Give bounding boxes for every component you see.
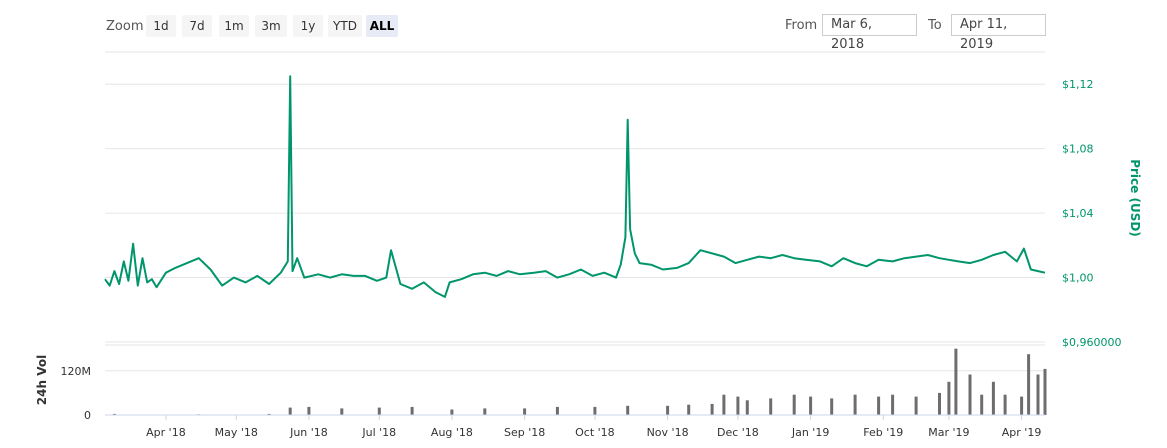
volume-bar xyxy=(809,396,813,415)
zoom-button-all[interactable]: ALL xyxy=(366,15,398,37)
to-label: To xyxy=(928,18,942,33)
volume-bar xyxy=(555,406,559,415)
x-tick-label: May '18 xyxy=(215,426,258,439)
volume-bar xyxy=(853,394,857,415)
volume-axis-title: 24h Vol xyxy=(35,355,49,405)
price-tick-label: $1,00 xyxy=(1062,272,1094,285)
x-tick-label: Jun '18 xyxy=(289,426,328,439)
price-tick-label: $1,04 xyxy=(1062,207,1094,220)
volume-axis: 0 120M xyxy=(61,365,92,422)
volume-tick-label: 0 xyxy=(84,409,91,422)
volume-bar xyxy=(710,403,714,415)
volume-bar xyxy=(914,396,918,415)
to-date-input[interactable]: Apr 11, 2019 xyxy=(951,14,1046,52)
volume-bar xyxy=(288,407,292,415)
zoom-label: Zoom xyxy=(106,19,144,34)
volume-bar xyxy=(450,409,454,415)
volume-bar xyxy=(1043,368,1047,415)
x-tick-label: Apr '18 xyxy=(146,426,186,439)
x-tick-label: Feb '19 xyxy=(863,426,903,439)
volume-bar xyxy=(1003,394,1007,415)
x-tick-label: Jul '18 xyxy=(361,426,396,439)
volume-bar xyxy=(736,396,740,415)
volume-bar xyxy=(980,394,984,415)
volume-bar xyxy=(307,406,311,415)
volume-bar xyxy=(891,394,895,415)
volume-bar xyxy=(991,381,995,415)
zoom-button-7d[interactable]: 7d xyxy=(182,15,212,37)
volume-bar xyxy=(483,408,487,415)
price-axis: $0,960000 $1,00 $1,04 $1,08 $1,12 xyxy=(1062,78,1122,349)
x-tick-label: Sep '18 xyxy=(504,426,545,439)
volume-bar xyxy=(954,348,958,415)
zoom-button-ytd[interactable]: YTD xyxy=(328,15,362,37)
volume-bar xyxy=(947,381,951,415)
volume-bar xyxy=(1020,396,1024,415)
x-tick-label: Jan '19 xyxy=(791,426,829,439)
volume-bar xyxy=(410,406,414,415)
volume-bar xyxy=(340,408,344,415)
zoom-button-1m[interactable]: 1m xyxy=(219,15,249,37)
volume-bar xyxy=(1027,354,1031,415)
volume-bar xyxy=(792,394,796,415)
zoom-button-1d[interactable]: 1d xyxy=(146,15,176,37)
volume-bar xyxy=(968,374,972,415)
price-axis-title: Price (USD) xyxy=(1128,159,1142,237)
zoom-button-1y[interactable]: 1y xyxy=(293,15,323,37)
volume-gridlines xyxy=(105,344,1045,416)
volume-bar xyxy=(626,405,630,415)
volume-bar xyxy=(687,404,691,415)
volume-bar xyxy=(938,392,941,415)
volume-bar xyxy=(722,394,726,415)
from-label: From xyxy=(785,18,818,33)
volume-bar xyxy=(377,407,381,415)
volume-bar xyxy=(769,398,773,415)
volume-bar xyxy=(523,408,527,415)
from-date-input[interactable]: Mar 6, 2018 xyxy=(822,14,917,52)
volume-bar xyxy=(593,406,597,415)
x-tick-label: Aug '18 xyxy=(431,426,473,439)
x-axis: Apr '18 May '18 Jun '18 Jul '18 Aug '18 Sep '… xyxy=(105,414,1045,439)
price-line-layer xyxy=(104,75,1046,298)
price-series-line xyxy=(104,75,1046,298)
price-tick-label: $1,08 xyxy=(1062,143,1094,156)
x-tick-label: Dec '18 xyxy=(717,426,759,439)
range-selector-toolbar: Zoom 1d 7d 1m 3m 1y YTD ALL From Mar 6, … xyxy=(0,0,1167,52)
volume-bar xyxy=(877,396,881,415)
volume-bar xyxy=(830,398,834,415)
zoom-button-3m[interactable]: 3m xyxy=(255,15,287,37)
x-tick-label: Oct '18 xyxy=(575,426,615,439)
x-tick-label: Apr '19 xyxy=(1002,426,1042,439)
price-tick-label: $1,12 xyxy=(1062,78,1094,91)
volume-bar xyxy=(267,413,271,415)
price-gridlines xyxy=(105,51,1045,343)
volume-bar xyxy=(1036,374,1040,415)
x-tick-label: Nov '18 xyxy=(647,426,689,439)
volume-tick-label: 120M xyxy=(61,365,92,378)
volume-bar xyxy=(666,405,670,415)
volume-bars xyxy=(112,348,1047,415)
volume-bar xyxy=(112,413,116,415)
x-tick-label: Mar '19 xyxy=(928,426,969,439)
volume-bar xyxy=(745,400,749,415)
price-tick-label: $0,960000 xyxy=(1062,336,1122,349)
